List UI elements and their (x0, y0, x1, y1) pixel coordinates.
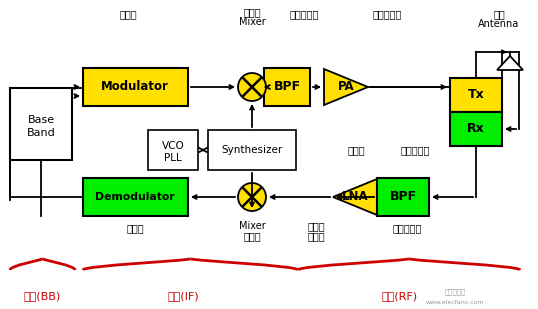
Text: 合成器: 合成器 (347, 145, 365, 155)
Bar (148, 130, 198, 170)
Bar (83, 178, 188, 216)
Bar (208, 130, 296, 170)
Text: Mixer: Mixer (239, 221, 265, 231)
Circle shape (238, 73, 266, 101)
Text: 電子發燒友: 電子發燒友 (444, 289, 465, 295)
Text: Synthesizer: Synthesizer (221, 145, 282, 155)
Text: PLL: PLL (164, 153, 182, 163)
Polygon shape (497, 56, 523, 70)
Text: Antenna: Antenna (478, 19, 520, 29)
Polygon shape (324, 69, 368, 105)
Text: 混頻器: 混頻器 (243, 231, 261, 241)
Text: 放大器: 放大器 (307, 231, 325, 241)
Text: Tx: Tx (468, 88, 484, 101)
Text: 帶通濃波器: 帶通濃波器 (289, 9, 318, 19)
Text: www.elecfans.com: www.elecfans.com (426, 299, 484, 304)
Text: 帶通濃波器: 帶通濃波器 (392, 223, 422, 233)
Text: Band: Band (26, 128, 55, 138)
Text: 天線: 天線 (493, 9, 505, 19)
Text: Demodulator: Demodulator (95, 192, 175, 202)
Bar (264, 68, 310, 106)
Text: 低雜訊: 低雜訊 (307, 221, 325, 231)
Bar (450, 112, 502, 146)
Circle shape (238, 183, 266, 211)
Text: Rx: Rx (467, 122, 485, 136)
Bar (450, 78, 502, 112)
Text: 基頻(BB): 基頻(BB) (23, 291, 61, 301)
Text: Mixer: Mixer (239, 17, 265, 27)
Polygon shape (333, 179, 377, 215)
Text: PA: PA (338, 81, 355, 94)
Text: 中頻(IF): 中頻(IF) (167, 291, 199, 301)
Text: 射頻(RF): 射頻(RF) (382, 291, 418, 301)
Text: 解調器: 解調器 (126, 223, 144, 233)
Text: LNA: LNA (342, 191, 369, 204)
Text: BPF: BPF (273, 81, 301, 94)
Bar (377, 178, 429, 216)
Text: Base: Base (27, 115, 54, 125)
Text: 混頻器: 混頻器 (243, 7, 261, 17)
Text: 調變器: 調變器 (119, 9, 137, 19)
Bar (10, 88, 72, 160)
Text: 傳送接收器: 傳送接收器 (400, 145, 430, 155)
Text: 功率放大器: 功率放大器 (372, 9, 402, 19)
Text: BPF: BPF (390, 191, 416, 204)
Text: Modulator: Modulator (101, 81, 169, 94)
Text: VCO: VCO (161, 141, 185, 151)
Bar (83, 68, 188, 106)
